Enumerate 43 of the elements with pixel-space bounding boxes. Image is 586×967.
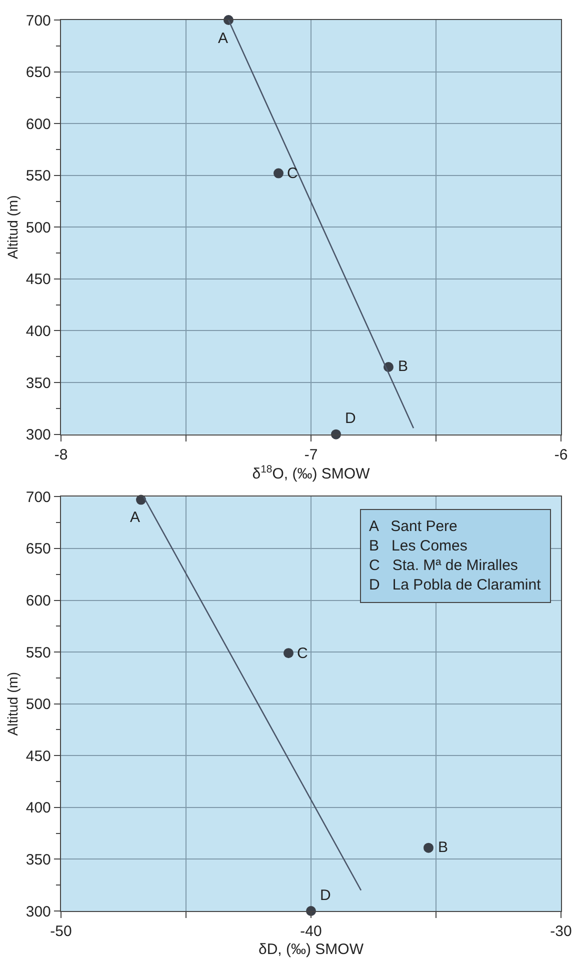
y-tick-label: 350 xyxy=(26,851,51,868)
x-tick-label: -30 xyxy=(550,923,572,940)
annotation: B Les Comes xyxy=(369,538,468,554)
point xyxy=(274,168,284,178)
x-tick-label: -7 xyxy=(304,446,318,464)
point xyxy=(424,842,434,853)
y-tick-label: 450 xyxy=(26,748,51,765)
y-tick-label: 500 xyxy=(26,696,51,714)
annotation: D La Pobla de Claramint xyxy=(369,576,542,594)
y-tick-label: 650 xyxy=(26,64,51,82)
x-axis-title: δD, (‰) SMOW xyxy=(258,941,364,958)
y-tick-label: 600 xyxy=(26,116,51,133)
y-axis-title: Altitud (m) xyxy=(4,672,20,736)
annotation: A Sant Pere xyxy=(369,518,458,535)
x-tick-label: -40 xyxy=(300,923,322,940)
y-tick-label: 500 xyxy=(26,219,51,236)
x-tick-label: -50 xyxy=(50,923,72,940)
y-tick-label: 300 xyxy=(26,903,51,920)
x-axis-title: δ$^{18}$O, (‰) SMOW xyxy=(252,463,371,483)
annotation: D xyxy=(345,410,356,427)
y-tick-label: 700 xyxy=(26,12,51,30)
point xyxy=(284,648,294,658)
annotation: A xyxy=(130,509,140,526)
y-tick-label: 400 xyxy=(26,322,51,340)
y-tick-label: 650 xyxy=(26,540,51,558)
x-tick-label: -6 xyxy=(554,446,568,464)
annotation: B xyxy=(398,358,408,375)
y-tick-label: 550 xyxy=(26,168,51,185)
y-tick-label: 300 xyxy=(26,426,51,444)
y-tick-label: 600 xyxy=(26,592,51,610)
annotation: C xyxy=(287,165,298,182)
annotation: B xyxy=(438,839,448,856)
y-tick-label: 700 xyxy=(26,488,51,506)
annotation: D xyxy=(320,887,331,904)
y-tick-label: 450 xyxy=(26,271,51,288)
y-axis-title: Altitud (m) xyxy=(4,195,20,260)
annotation: C xyxy=(297,645,308,662)
y-tick-label: 350 xyxy=(26,374,51,392)
y-tick-label: 550 xyxy=(26,644,51,662)
x-tick-label: -8 xyxy=(54,446,68,464)
annotation: C Sta. Mª de Miralles xyxy=(369,557,518,574)
y-tick-label: 400 xyxy=(26,800,51,817)
annotation: A xyxy=(218,30,228,47)
